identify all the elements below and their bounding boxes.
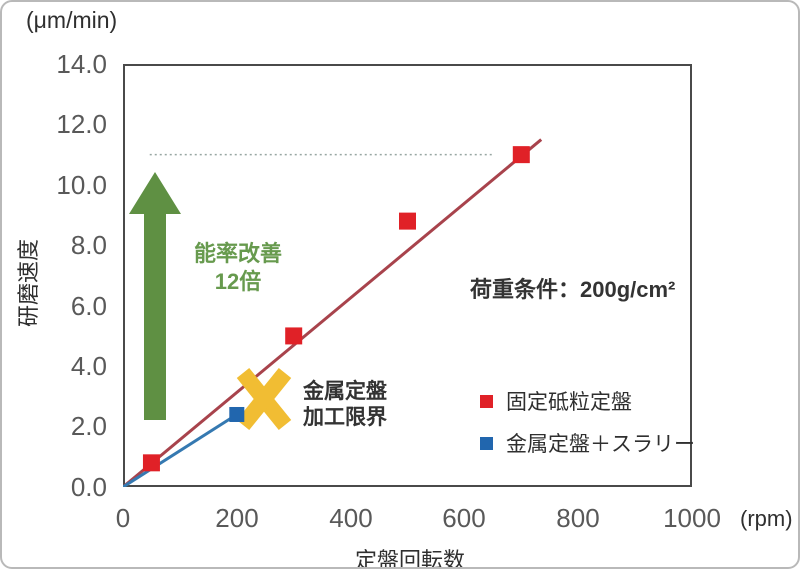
limit-annotation: 金属定盤 加工限界 (303, 379, 387, 431)
legend-item-metal-slurry: 金属定盤＋スラリー (480, 432, 695, 456)
limit-annotation-line1: 金属定盤 (303, 380, 387, 403)
legend-item-fixed-abrasive: 固定砥粒定盤 (480, 390, 695, 414)
x-axis-unit-label: (rpm) (740, 506, 793, 531)
data-point-series-1 (229, 406, 245, 422)
legend-label: 固定砥粒定盤 (506, 391, 632, 414)
x-tick-label: 800 (556, 503, 600, 533)
improvement-annotation: 能率改善 12倍 (180, 240, 296, 296)
data-point-series-0 (512, 146, 530, 164)
y-tick-label: 2.0 (70, 411, 107, 441)
legend: 固定砥粒定盤 金属定盤＋スラリー (480, 390, 695, 474)
data-point-series-0 (399, 212, 416, 230)
x-tick-label: 600 (442, 503, 486, 533)
limit-annotation-line2: 加工限界 (303, 406, 387, 429)
x-tick-label: 1000 (663, 503, 721, 533)
y-tick-label: 14.0 (56, 49, 107, 79)
x-tick-label: 0 (115, 503, 131, 533)
data-markers-layer (142, 146, 530, 472)
improvement-arrow-icon (129, 172, 181, 420)
improvement-annotation-line1: 能率改善 (193, 241, 282, 266)
x-axis-title: 定盤回転数 (354, 548, 465, 569)
trend-line-series-1 (123, 413, 238, 487)
data-point-series-0 (142, 454, 160, 472)
data-point-series-0 (285, 327, 303, 345)
trend-line-series-0 (123, 138, 543, 487)
load-condition-label: 荷重条件：200g/cm² (470, 277, 676, 302)
plot-area (123, 138, 543, 487)
legend-marker-blue-square (480, 436, 493, 450)
x-tick-label: 400 (329, 503, 373, 533)
y-tick-label: 10.0 (56, 170, 107, 200)
legend-label: 金属定盤＋スラリー (506, 433, 695, 456)
y-tick-label: 4.0 (70, 351, 107, 381)
data-lines-layer (123, 138, 543, 487)
x-tick-label: 200 (215, 503, 259, 533)
plot-area-border (123, 64, 692, 487)
y-tick-label: 0.0 (70, 472, 107, 502)
limit-x-icon (236, 367, 292, 431)
improvement-annotation-line2: 12倍 (214, 269, 262, 294)
y-axis-unit-label: (μm/min) (26, 7, 118, 33)
legend-marker-red-square (480, 394, 493, 408)
y-tick-label: 8.0 (70, 230, 107, 260)
y-tick-label: 12.0 (56, 109, 107, 139)
y-tick-label: 6.0 (70, 291, 107, 321)
